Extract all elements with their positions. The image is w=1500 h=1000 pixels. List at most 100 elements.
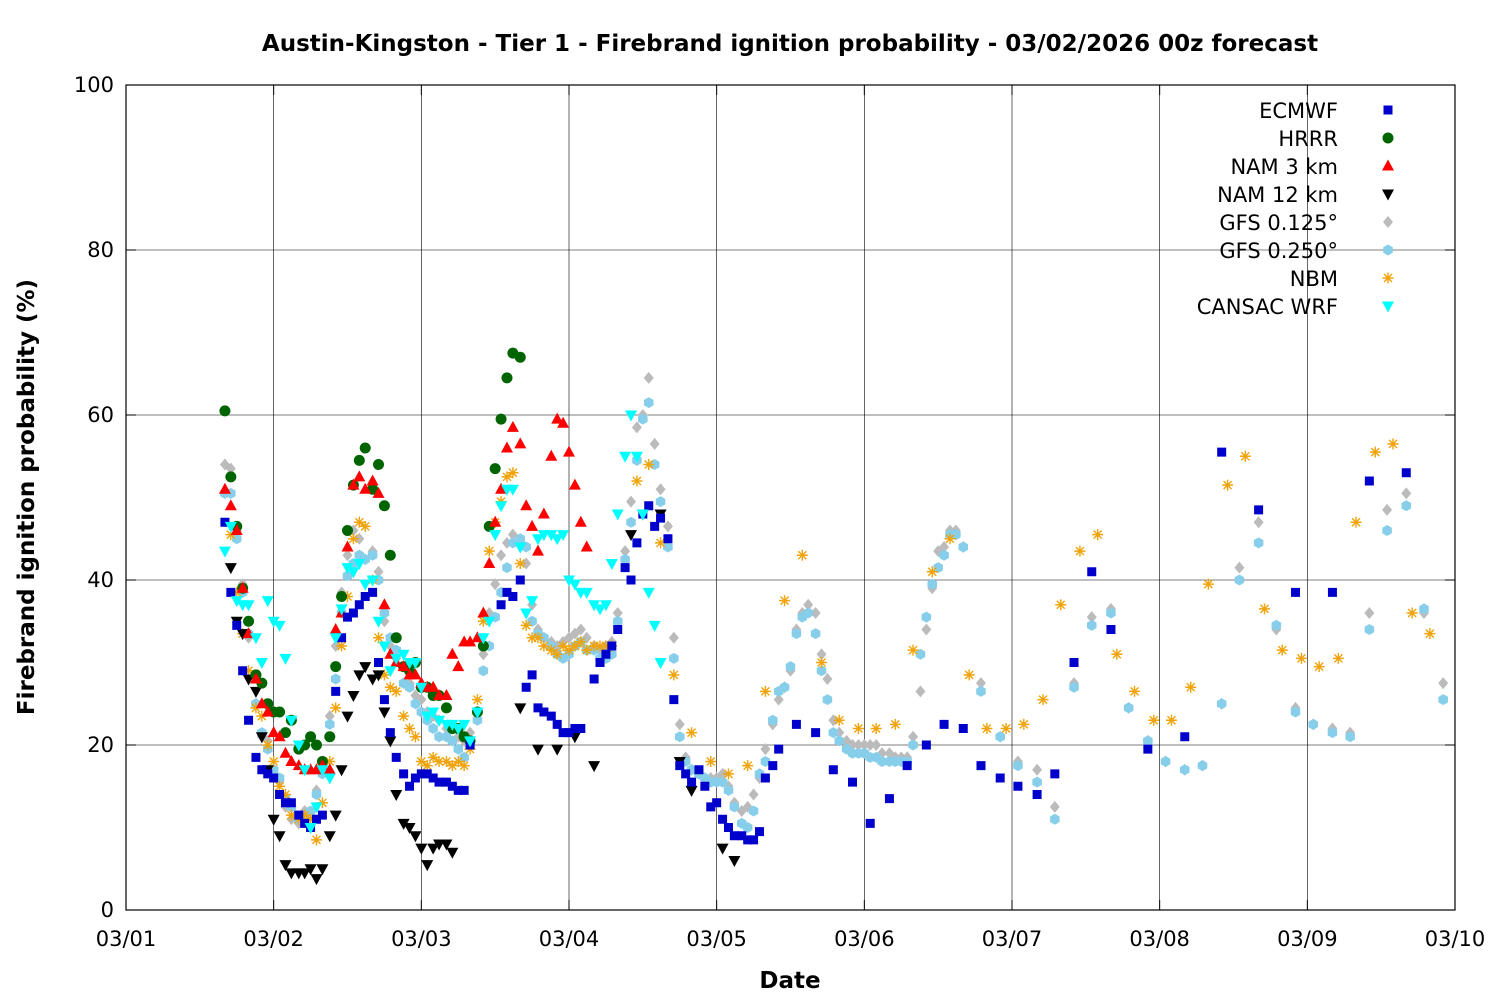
data-point (1387, 438, 1399, 450)
data-point (285, 755, 298, 766)
data-point (620, 553, 630, 565)
data-point (643, 459, 655, 470)
data-point (636, 509, 649, 521)
data-point (632, 538, 642, 548)
data-point (471, 631, 484, 643)
data-point (1180, 764, 1190, 776)
data-point (433, 715, 446, 727)
data-point (324, 756, 336, 767)
data-point (668, 669, 680, 681)
x-tick-label: 03/10 (1425, 927, 1486, 951)
data-point (232, 620, 242, 630)
legend-marker (1382, 132, 1394, 144)
legend-label: GFS 0.125° (1219, 211, 1338, 235)
legend-label: GFS 0.250° (1219, 239, 1338, 263)
data-point (316, 864, 329, 876)
data-point (507, 528, 518, 541)
data-point (384, 736, 397, 748)
data-point (759, 685, 771, 697)
data-point (219, 405, 231, 417)
data-point (816, 648, 827, 661)
data-point (440, 839, 453, 851)
data-point (428, 773, 438, 783)
data-point (353, 470, 366, 482)
data-point (310, 834, 322, 846)
data-point (568, 579, 581, 591)
data-point (600, 640, 612, 652)
data-point (459, 751, 469, 763)
data-point (1086, 619, 1097, 631)
data-point (515, 575, 525, 585)
legend-label: NAM 12 km (1217, 183, 1338, 207)
data-point (520, 499, 533, 511)
data-point (626, 575, 636, 585)
data-point (674, 731, 685, 743)
data-point (427, 707, 440, 719)
data-point (416, 769, 426, 779)
data-point (279, 746, 292, 758)
data-point (768, 761, 778, 771)
data-point (447, 781, 457, 791)
data-point (372, 670, 385, 682)
data-point (581, 644, 593, 656)
series-nam-12-km (224, 509, 741, 886)
data-point (1364, 607, 1375, 619)
data-point (595, 658, 605, 667)
data-point (342, 591, 353, 602)
data-point (224, 499, 237, 511)
legend-label: CANSAC WRF (1197, 295, 1338, 319)
data-point (304, 823, 317, 834)
data-point (514, 703, 527, 715)
data-point (274, 780, 286, 792)
data-point (501, 471, 513, 483)
data-point (390, 632, 402, 644)
data-point (267, 814, 280, 826)
data-point (1290, 706, 1301, 718)
data-point (428, 723, 438, 734)
data-point (576, 724, 586, 733)
data-point (225, 471, 237, 483)
data-point (589, 674, 599, 684)
data-point (508, 537, 518, 549)
data-point (1259, 603, 1271, 615)
data-point (391, 752, 401, 762)
data-point (520, 619, 532, 631)
data-point (305, 813, 317, 825)
data-point (921, 740, 931, 750)
data-point (926, 566, 938, 578)
data-point (655, 537, 667, 549)
data-point (483, 616, 496, 628)
x-tick-label: 03/08 (1129, 927, 1190, 951)
data-point (1401, 487, 1412, 500)
data-point (360, 592, 370, 601)
data-point (249, 672, 262, 684)
data-point (446, 760, 458, 772)
data-point (353, 454, 365, 466)
data-point (545, 449, 558, 461)
data-point (218, 482, 231, 494)
data-point (256, 710, 268, 722)
data-point (472, 714, 483, 726)
data-point (1160, 756, 1171, 767)
data-point (939, 549, 949, 561)
data-point (588, 640, 600, 652)
data-point (225, 529, 237, 541)
data-point (1049, 800, 1060, 813)
data-point (1180, 732, 1190, 742)
data-point (1087, 567, 1097, 577)
data-point (507, 467, 519, 479)
data-point (1382, 525, 1392, 536)
data-point (865, 739, 876, 751)
data-point (342, 570, 353, 582)
data-point (359, 482, 372, 494)
data-point (774, 744, 784, 754)
data-point (995, 773, 1005, 783)
data-point (483, 545, 495, 557)
data-point (359, 520, 371, 532)
data-point (717, 776, 728, 788)
data-point (331, 686, 341, 696)
data-point (546, 711, 556, 721)
data-point (341, 563, 354, 575)
data-point (531, 544, 544, 556)
data-point (304, 864, 317, 876)
